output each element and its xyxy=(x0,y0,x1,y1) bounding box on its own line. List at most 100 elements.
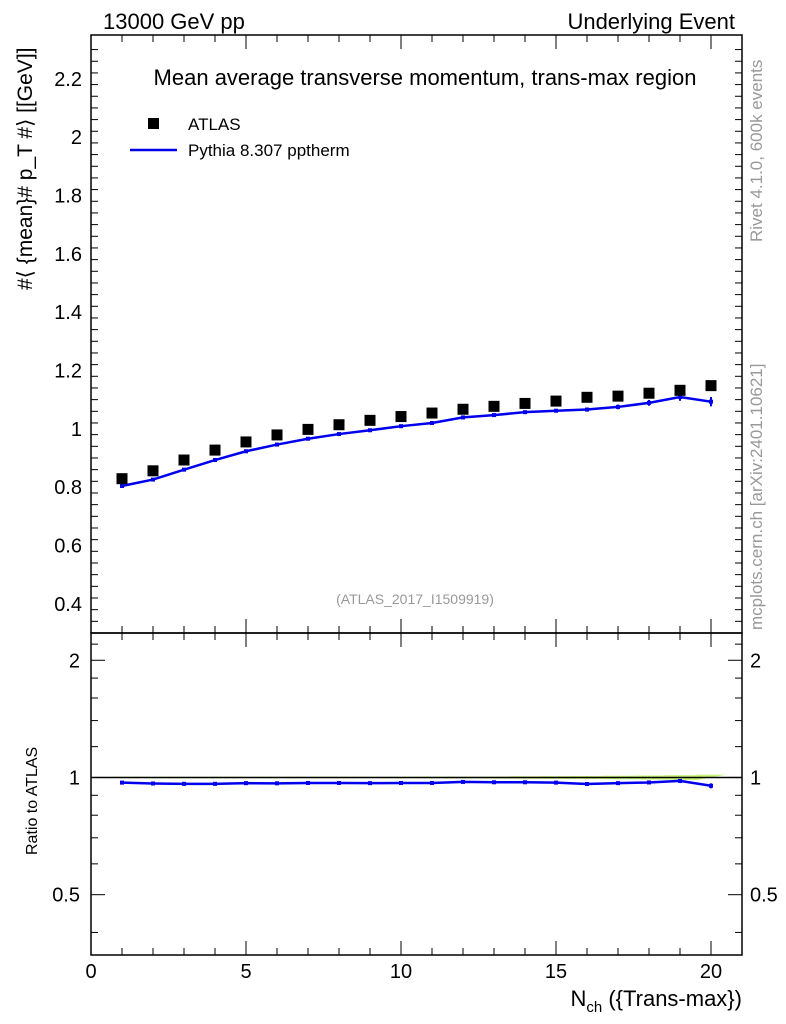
pythia-point xyxy=(213,458,217,463)
main-y-tick-label: 0.6 xyxy=(54,535,82,557)
x-tick-label: 15 xyxy=(545,961,567,983)
atlas-point xyxy=(705,380,717,392)
main-y-tick-label: 0.4 xyxy=(54,594,82,616)
main-y-axis-label: #⟨ {mean}# p_T #⟩ [[GeV]] xyxy=(14,48,37,290)
ratio-y-tick-label: 2 xyxy=(69,650,80,672)
pythia-ratio-point xyxy=(430,780,434,785)
atlas-point xyxy=(581,391,593,403)
pythia-point xyxy=(244,449,248,454)
atlas-point xyxy=(364,414,376,426)
pythia-ratio-point xyxy=(368,781,372,786)
pythia-point xyxy=(430,420,434,425)
pythia-ratio-point xyxy=(337,780,341,785)
atlas-point xyxy=(209,444,221,456)
pythia-ratio-line xyxy=(121,779,712,788)
pythia-point xyxy=(709,399,713,404)
pythia-ratio-point xyxy=(554,780,558,785)
atlas-point xyxy=(612,390,624,402)
x-tick-label: 10 xyxy=(390,961,412,983)
main-y-tick-label: 1.8 xyxy=(54,185,82,207)
pythia-point xyxy=(368,428,372,433)
atlas-point xyxy=(302,423,314,435)
pythia-ratio-point xyxy=(585,782,589,787)
x-tick-label: 5 xyxy=(240,961,251,983)
x-axis-label: Nch ({Trans-max}) xyxy=(570,986,742,1016)
ratio-plot-frame xyxy=(90,632,743,956)
legend-atlas-marker xyxy=(148,118,159,129)
legend-pythia-label: Pythia 8.307 pptherm xyxy=(188,141,350,160)
main-panel: 0.4 0.6 0.8 1 1.2 1.4 1.6 1.8 2 2.2 Mean average … xyxy=(14,34,743,634)
pythia-point xyxy=(647,400,651,405)
atlas-point xyxy=(550,395,562,407)
pythia-point xyxy=(151,477,155,482)
source-label: mcplots.cern.ch [arXiv:2401.10621] xyxy=(747,364,766,630)
pythia-line xyxy=(121,395,712,488)
atlas-point xyxy=(178,454,190,466)
pythia-ratio-point xyxy=(647,780,651,785)
pythia-point xyxy=(399,424,403,429)
main-axis-ticks: 0.4 0.6 0.8 1 1.2 1.4 1.6 1.8 2 2.2 xyxy=(54,35,743,634)
pythia-ratio-point xyxy=(151,781,155,786)
ratio-panel: 0 5 10 15 20 0.5 0.5 1 1 2 2 Ratio to ATLAS xyxy=(24,632,778,983)
ratio-y-tick-label-right: 0.5 xyxy=(750,885,778,907)
pythia-ratio-point xyxy=(461,779,465,784)
pythia-point xyxy=(678,395,682,400)
legend-atlas-label: ATLAS xyxy=(188,115,241,134)
atlas-point xyxy=(674,384,686,396)
pythia-ratio-point xyxy=(244,781,248,786)
main-y-tick-label: 1.4 xyxy=(54,302,82,324)
x-axis-label-rest: ({Trans-max}) xyxy=(602,986,742,1011)
main-y-tick-label: 2 xyxy=(71,127,82,149)
ratio-y-axis-label: Ratio to ATLAS xyxy=(24,747,41,855)
pythia-ratio-point xyxy=(492,780,496,785)
pythia-point xyxy=(523,410,527,415)
pythia-point xyxy=(616,404,620,409)
pythia-point xyxy=(337,432,341,437)
main-y-tick-label: 0.8 xyxy=(54,477,82,499)
main-y-tick-label: 1.6 xyxy=(54,244,82,266)
x-axis-label-main: N xyxy=(570,986,586,1011)
pythia-ratio-point xyxy=(182,781,186,786)
ratio-y-tick-label-right: 1 xyxy=(750,767,761,789)
pythia-ratio-point xyxy=(399,780,403,785)
ratio-y-tick-label-right: 2 xyxy=(750,650,761,672)
pythia-point xyxy=(120,483,124,488)
energy-label: 13000 GeV pp xyxy=(103,9,245,34)
atlas-point xyxy=(240,436,252,448)
atlas-point xyxy=(519,397,531,409)
plot-title: Mean average transverse momentum, trans-… xyxy=(154,65,697,90)
pythia-ratio-point xyxy=(709,783,713,788)
x-tick-label: 0 xyxy=(85,961,96,983)
atlas-point xyxy=(271,429,283,441)
ratio-series-layer xyxy=(91,774,742,789)
pythia-ratio-point xyxy=(213,781,217,786)
main-series-layer xyxy=(116,380,717,488)
pythia-ratio-point xyxy=(306,780,310,785)
atlas-point xyxy=(116,473,128,485)
pythia-point xyxy=(585,407,589,412)
analysis-label: Underlying Event xyxy=(567,9,735,34)
ratio-y-tick-label: 1 xyxy=(69,767,80,789)
pythia-ratio-point xyxy=(275,781,279,786)
main-y-tick-label: 1.2 xyxy=(54,360,82,382)
pythia-ratio-point xyxy=(616,781,620,786)
atlas-point xyxy=(395,411,407,423)
pythia-ratio-point xyxy=(120,780,124,785)
rivet-info-label: Rivet 4.1.0, 600k events xyxy=(747,60,766,242)
pythia-point xyxy=(275,442,279,447)
pythia-point xyxy=(306,436,310,441)
atlas-point xyxy=(643,387,655,399)
ratio-y-tick-label: 0.5 xyxy=(52,885,80,907)
ratio-axis-ticks: 0 5 10 15 20 0.5 0.5 1 1 2 2 xyxy=(52,633,778,983)
pythia-point xyxy=(492,413,496,418)
atlas-point xyxy=(147,465,159,477)
pythia-point xyxy=(461,415,465,420)
atlas-point xyxy=(333,419,345,431)
x-tick-label: 20 xyxy=(700,961,722,983)
legend: ATLAS Pythia 8.307 pptherm xyxy=(130,115,350,160)
pythia-ratio-point xyxy=(678,778,682,783)
pythia-ratio-point xyxy=(523,780,527,785)
atlas-point xyxy=(426,407,438,419)
analysis-watermark: (ATLAS_2017_I1509919) xyxy=(336,591,494,607)
